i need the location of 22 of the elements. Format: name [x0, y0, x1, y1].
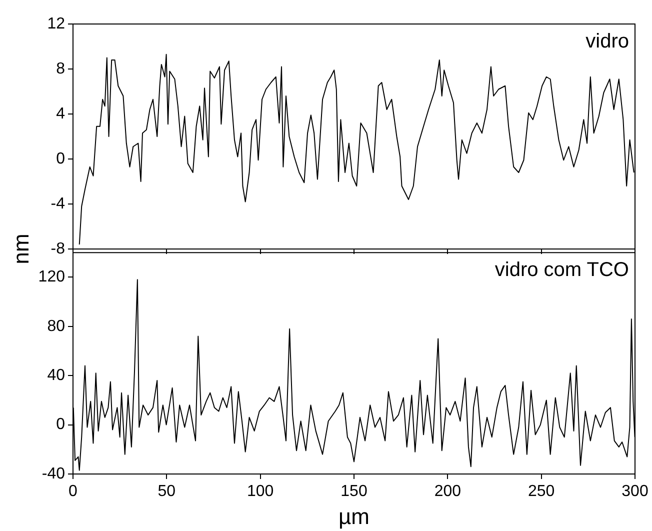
x-tick-label: 300: [622, 483, 648, 500]
x-tick-label: 100: [246, 483, 274, 500]
x-tick-label: 0: [68, 483, 78, 500]
y-tick-label: -40: [42, 465, 66, 482]
x-tick-label: 150: [340, 483, 368, 500]
x-axis-title: µm: [338, 504, 370, 529]
y-tick-label: 8: [56, 60, 66, 78]
y-tick-label: 0: [56, 416, 66, 434]
y-tick-label: 4: [56, 105, 66, 122]
y-tick-label: -4: [50, 195, 66, 212]
y-axis-title: nm: [8, 234, 34, 264]
y-tick-label: 12: [47, 15, 66, 32]
y-tick-label: 0: [56, 150, 66, 168]
y-tick-label: 40: [47, 367, 66, 384]
y-tick-label: 80: [47, 318, 66, 335]
series-label: vidro com TCO: [494, 259, 629, 282]
x-tick-label: 50: [158, 483, 176, 500]
x-tick-label: 200: [434, 483, 462, 500]
y-tick-label: -8: [50, 240, 66, 258]
series-label: vidro: [586, 30, 629, 53]
y-tick-label: 120: [38, 268, 66, 286]
x-tick-label: 250: [528, 483, 555, 500]
